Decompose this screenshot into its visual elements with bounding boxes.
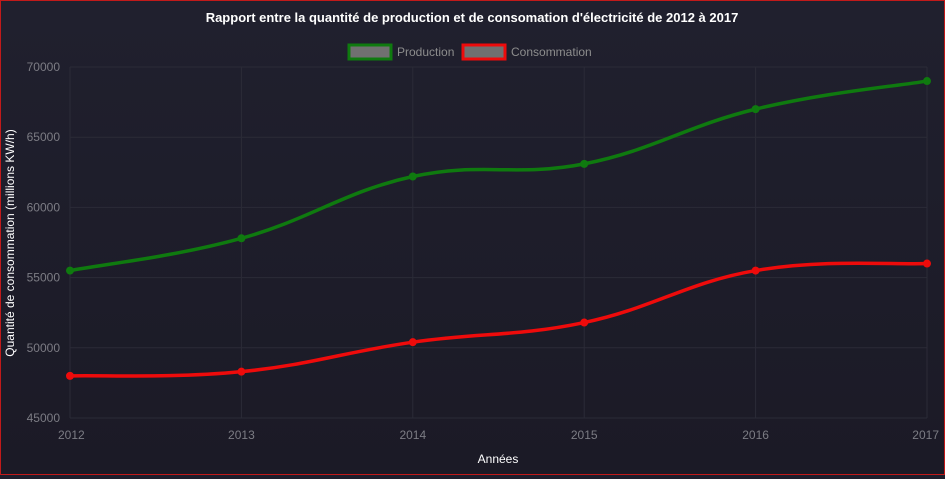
- data-point-production[interactable]: [408, 172, 417, 181]
- data-point-production[interactable]: [923, 77, 931, 86]
- y-tick-label: 70000: [27, 60, 61, 74]
- data-point-production[interactable]: [237, 234, 246, 243]
- legend-label-production: Production: [397, 45, 454, 59]
- x-tick-label: 2017: [912, 428, 939, 442]
- series: [66, 77, 931, 380]
- data-point-production[interactable]: [580, 159, 589, 168]
- data-point-consommation[interactable]: [408, 338, 417, 347]
- data-point-production[interactable]: [66, 266, 74, 275]
- data-point-consommation[interactable]: [237, 367, 246, 376]
- y-tick-label: 45000: [27, 411, 61, 425]
- y-tick-label: 60000: [27, 200, 61, 214]
- y-tick-label: 65000: [27, 130, 61, 144]
- data-point-production[interactable]: [751, 105, 760, 114]
- x-tick-label: 2013: [228, 428, 255, 442]
- legend-swatch-production: [347, 43, 393, 61]
- x-tick-label: 2015: [571, 428, 598, 442]
- y-tick-label: 55000: [27, 271, 61, 285]
- x-axis-title: Années: [478, 452, 519, 466]
- series-line-production: [69, 79, 928, 273]
- series-line-consommation: [69, 261, 928, 378]
- legend-item-consommation[interactable]: Consommation: [461, 43, 592, 61]
- data-point-consommation[interactable]: [580, 318, 589, 327]
- chart-title: Rapport entre la quantité de production …: [206, 10, 739, 25]
- data-point-consommation[interactable]: [66, 371, 74, 380]
- grid: [69, 66, 928, 419]
- y-tick-label: 50000: [27, 341, 61, 355]
- data-point-consommation[interactable]: [751, 266, 760, 275]
- legend-label-consommation: Consommation: [511, 45, 592, 59]
- y-axis-title: Quantité de consommation (millions KW/h): [3, 129, 17, 356]
- x-axis-ticks: 2012 2013 2014 2015 2016 2017: [58, 428, 939, 442]
- legend-swatch-consommation: [461, 43, 507, 61]
- legend-item-production[interactable]: Production: [347, 43, 454, 61]
- x-tick-label: 2012: [58, 428, 85, 442]
- x-tick-label: 2014: [399, 428, 426, 442]
- x-tick-label: 2016: [742, 428, 769, 442]
- legend[interactable]: Production Consommation: [347, 43, 592, 61]
- data-point-consommation[interactable]: [923, 259, 931, 268]
- y-axis-ticks: 45000 50000 55000 60000 65000 70000: [27, 60, 61, 425]
